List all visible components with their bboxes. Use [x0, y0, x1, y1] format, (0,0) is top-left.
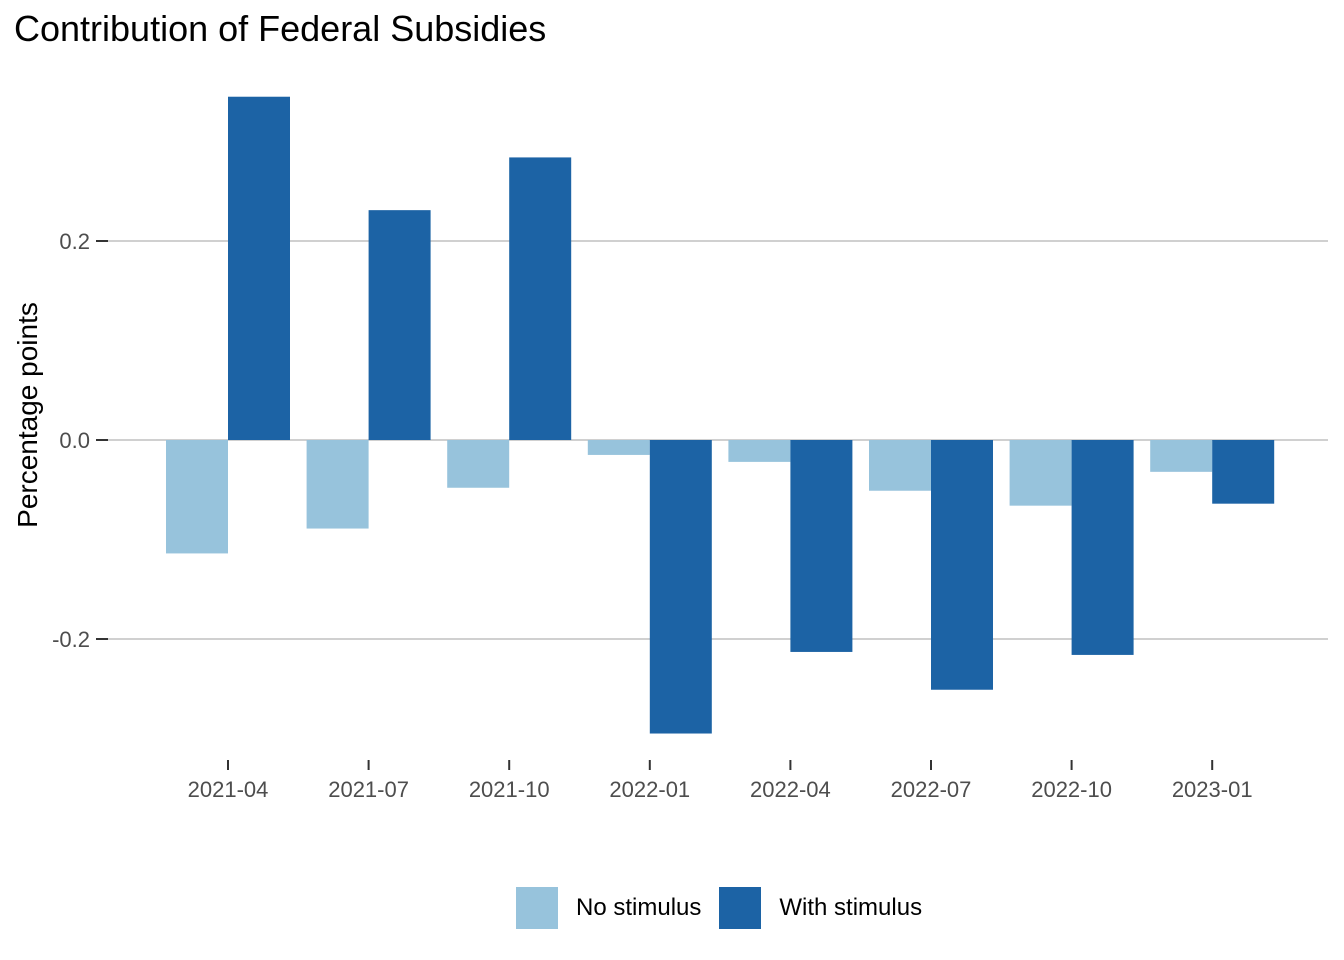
x-tick-label: 2022-07: [891, 777, 972, 802]
bar-no-stimulus-2021-10: [447, 440, 510, 488]
x-tick-label: 2021-10: [469, 777, 550, 802]
x-tick-label: 2022-04: [750, 777, 831, 802]
x-tick-label: 2021-07: [328, 777, 409, 802]
y-tick-label: 0.2: [59, 229, 90, 254]
x-tick-label: 2023-01: [1172, 777, 1253, 802]
bar-with-stimulus-2022-10: [1071, 440, 1134, 655]
bars: [166, 96, 1275, 734]
legend-label-no-stimulus: No stimulus: [576, 894, 702, 921]
bar-no-stimulus-2022-04: [728, 440, 791, 462]
bar-no-stimulus-2022-07: [869, 440, 931, 491]
bar-with-stimulus-2021-10: [509, 157, 572, 441]
y-axis-ticks: -0.2 0.0 0.2: [52, 229, 108, 652]
bar-with-stimulus-2022-07: [931, 440, 993, 690]
bar-with-stimulus-2021-07: [368, 210, 431, 440]
y-tick-label: -0.2: [52, 627, 90, 652]
bar-with-stimulus-2022-04: [790, 440, 853, 652]
bar-with-stimulus-2022-01: [649, 440, 712, 734]
legend-swatch-no-stimulus: [516, 887, 558, 929]
bar-no-stimulus-2022-01: [587, 440, 650, 455]
legend-label-with-stimulus: With stimulus: [779, 894, 923, 921]
x-tick-label: 2022-01: [609, 777, 690, 802]
bar-no-stimulus-2021-07: [306, 440, 369, 529]
bar-no-stimulus-2021-04: [166, 440, 228, 554]
x-tick-label: 2022-10: [1031, 777, 1112, 802]
bar-no-stimulus-2023-01: [1150, 440, 1213, 472]
legend-swatch-with-stimulus: [719, 887, 762, 929]
gridlines: [108, 240, 1328, 640]
y-tick-label: 0.0: [59, 428, 90, 453]
chart-title: Contribution of Federal Subsidies: [14, 8, 547, 49]
bar-with-stimulus-2021-04: [228, 96, 290, 440]
legend-item-with-stimulus: With stimulus: [719, 887, 922, 929]
x-tick-label: 2021-04: [188, 777, 269, 802]
y-axis-label: Percentage points: [12, 302, 43, 528]
legend: No stimulus With stimulus: [516, 887, 940, 929]
bar-no-stimulus-2022-10: [1009, 440, 1072, 506]
x-axis-ticks: 2021-04 2021-07 2021-10 2022-01 2022-04 2022-…: [188, 760, 1253, 802]
bar-with-stimulus-2023-01: [1212, 440, 1275, 504]
legend-item-no-stimulus: No stimulus: [516, 887, 701, 929]
